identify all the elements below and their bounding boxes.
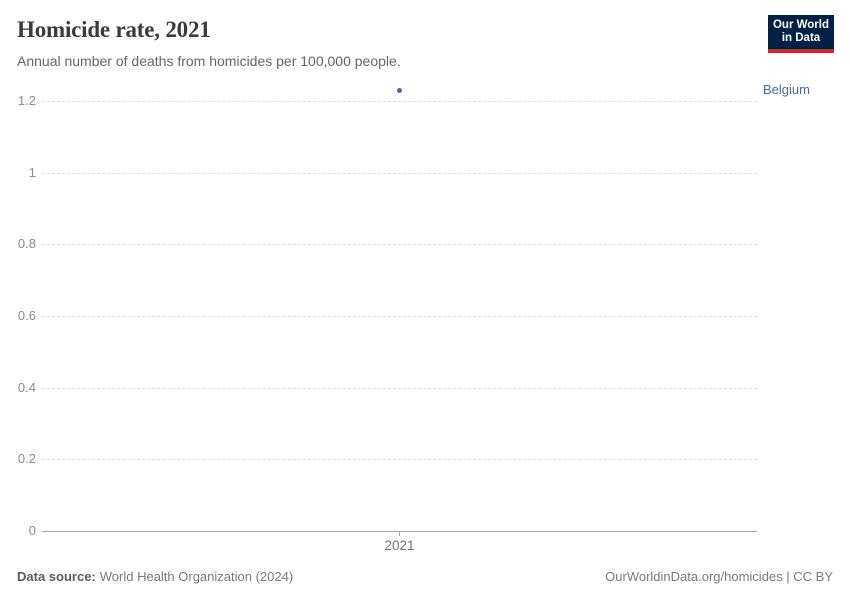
gridline <box>42 244 757 246</box>
y-axis-tick-label: 1.2 <box>17 93 36 108</box>
owid-logo-line2: in Data <box>781 32 821 44</box>
y-axis-tick-label: 0.8 <box>17 236 36 252</box>
data-source-label: Data source: <box>17 569 96 584</box>
gridline <box>42 459 757 461</box>
data-source: Data source: World Health Organization (2… <box>17 569 293 584</box>
y-axis-tick-label: 0.4 <box>17 379 36 395</box>
entity-label-belgium[interactable]: Belgium <box>763 82 810 98</box>
gridline <box>42 387 757 389</box>
gridline <box>42 101 757 102</box>
y-axis-tick-label: 1 <box>28 164 36 180</box>
credit-link[interactable]: OurWorldinData.org/homicides | CC BY <box>605 569 833 584</box>
y-axis-tick-label: 0 <box>28 523 36 538</box>
chart-title: Homicide rate, 2021 <box>17 17 211 42</box>
data-point-belgium[interactable] <box>397 87 402 93</box>
chart-subtitle: Annual number of deaths from homicides p… <box>17 53 401 69</box>
owid-logo-line1: Our World <box>772 19 829 31</box>
x-axis-tick <box>399 531 400 536</box>
y-axis-tick-label: 0.2 <box>17 451 36 467</box>
x-axis-tick-label: 2021 <box>384 538 415 553</box>
data-source-value: World Health Organization (2024) <box>99 569 294 584</box>
y-axis-tick-label: 0.6 <box>17 308 36 323</box>
owid-logo: Our World in Data <box>768 15 834 53</box>
gridline <box>42 172 757 174</box>
gridline <box>42 316 757 317</box>
